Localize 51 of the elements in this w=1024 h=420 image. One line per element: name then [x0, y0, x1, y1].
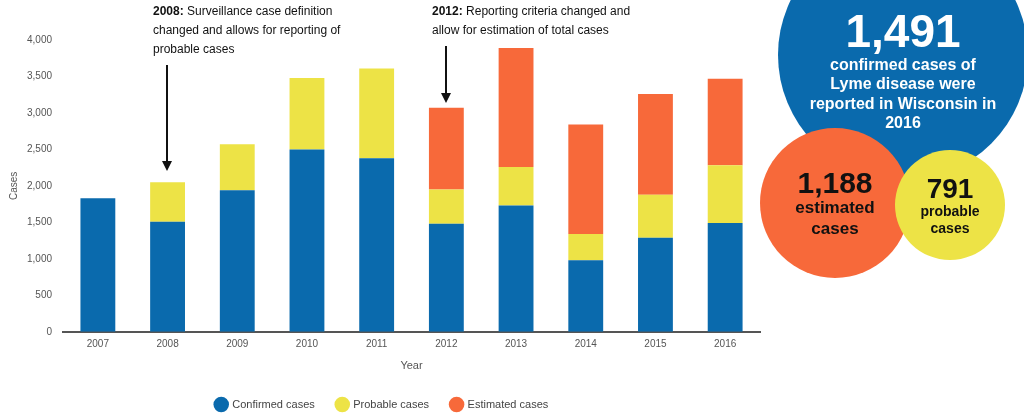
- y-tick-label: 1,500: [26, 216, 53, 228]
- bar: [568, 124, 604, 235]
- bar: [428, 189, 464, 224]
- bar: [568, 260, 604, 332]
- y-tick-label: 1,000: [26, 252, 53, 264]
- x-tick-label: 2014: [574, 337, 598, 349]
- bar: [359, 68, 395, 159]
- bar: [638, 93, 673, 195]
- bar: [568, 234, 604, 261]
- bar: [498, 48, 534, 167]
- x-tick-label: 2010: [295, 337, 319, 349]
- y-tick-label: 500: [35, 289, 53, 301]
- bar: [80, 198, 116, 332]
- bar: [219, 144, 255, 191]
- bar: [428, 223, 464, 332]
- y-tick-label: 4,000: [26, 33, 53, 45]
- bar: [498, 205, 534, 332]
- x-tick-label: 2015: [644, 337, 668, 349]
- bar: [150, 221, 185, 332]
- bar: [289, 77, 325, 150]
- bar: [359, 158, 395, 332]
- y-tick-label: 3,500: [26, 70, 53, 82]
- bar: [707, 223, 743, 332]
- x-axis-title: Year: [400, 359, 423, 372]
- x-tick-label: 2016: [714, 337, 737, 349]
- y-axis-title: Cases: [7, 171, 19, 201]
- y-tick-label: 3,000: [26, 106, 53, 118]
- x-tick-label: 2009: [226, 337, 249, 349]
- bar: [150, 182, 185, 222]
- bar: [219, 190, 255, 332]
- legend-label: Probable cases: [353, 397, 430, 410]
- small-circle: 791 probable cases: [895, 150, 1005, 260]
- y-tick-label: 2,000: [26, 179, 53, 191]
- x-tick-label: 2011: [365, 337, 388, 349]
- y-tick-label: 2,500: [26, 143, 53, 155]
- bar: [707, 78, 743, 166]
- y-tick-label: 0: [46, 325, 53, 337]
- x-tick-label: 2007: [86, 337, 110, 349]
- legend-label: Estimated cases: [467, 397, 549, 410]
- bar: [428, 107, 464, 190]
- bar: [498, 166, 534, 206]
- x-tick-label: 2012: [435, 337, 458, 349]
- bar: [707, 165, 743, 224]
- bar: [638, 194, 673, 238]
- x-tick-label: 2008: [156, 337, 180, 349]
- annotation: 2008: Surveillance case definition changed and allows for reporting of probable cases: [153, 2, 378, 59]
- bar: [289, 149, 325, 332]
- text: 2012: Reporting criteria changed and allow for estimation of total cases: [432, 2, 657, 40]
- legend-label: Confirmed cases: [232, 397, 316, 410]
- x-tick-label: 2013: [504, 337, 528, 349]
- bar: [638, 237, 673, 332]
